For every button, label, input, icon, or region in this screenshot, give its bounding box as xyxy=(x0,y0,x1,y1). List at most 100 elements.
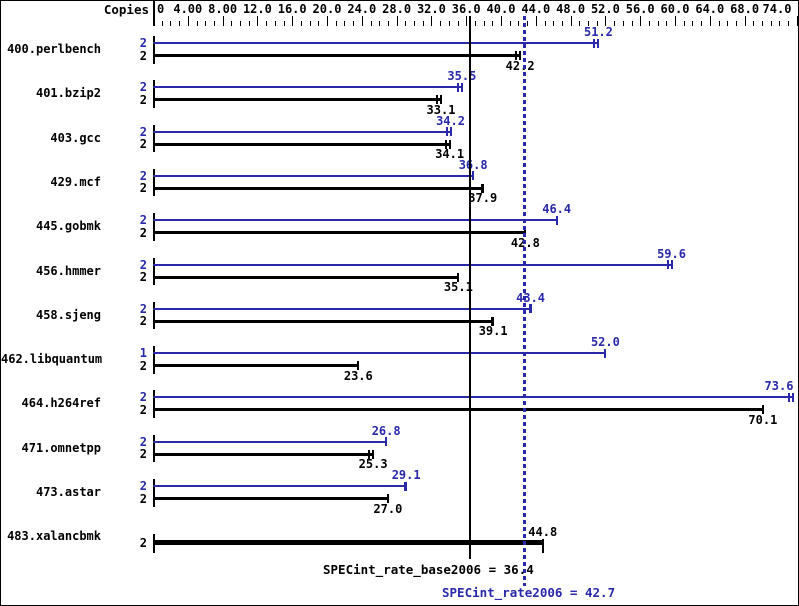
group-bracket xyxy=(153,213,155,241)
copies-value: 2 xyxy=(139,181,147,196)
minor-tick xyxy=(762,21,763,26)
bar-value-label: 70.1 xyxy=(748,412,778,427)
bar-end-tick xyxy=(792,392,795,402)
bar-end-tick xyxy=(357,361,360,371)
base-bar xyxy=(153,275,459,279)
major-tick xyxy=(501,16,502,26)
copies-value: 2 xyxy=(139,48,147,63)
minor-tick xyxy=(449,21,450,26)
minor-tick xyxy=(231,21,232,26)
group-bracket xyxy=(153,80,155,108)
major-tick xyxy=(675,16,676,26)
minor-tick xyxy=(197,21,198,26)
bar-end-tick xyxy=(445,127,448,137)
bar-value-label: 52.0 xyxy=(590,335,620,350)
axis-label: 36.0 xyxy=(451,2,481,16)
minor-tick xyxy=(371,21,372,26)
benchmark-label: 464.h264ref xyxy=(21,396,101,411)
minor-tick xyxy=(779,21,780,26)
base-bar xyxy=(153,186,483,190)
major-tick xyxy=(536,16,537,26)
benchmark-label: 403.gcc xyxy=(50,130,101,145)
minor-tick xyxy=(475,21,476,26)
axis-label: 8.00 xyxy=(208,2,238,16)
bar-end-tick xyxy=(519,51,522,60)
base-bar xyxy=(153,231,526,235)
bar-end-tick xyxy=(670,260,673,269)
peak-bar xyxy=(153,352,606,355)
major-tick xyxy=(223,16,224,26)
peak-bar xyxy=(153,86,462,89)
copies-value: 2 xyxy=(139,36,147,50)
copies-value: 2 xyxy=(139,257,147,272)
major-tick xyxy=(605,16,606,26)
bar-value-label: 43.4 xyxy=(516,290,546,305)
minor-tick xyxy=(458,21,459,26)
major-tick xyxy=(292,16,293,26)
minor-tick xyxy=(388,21,389,26)
peak-bar xyxy=(153,307,531,310)
axis-label: 64.0 xyxy=(695,2,725,16)
bar-end-tick xyxy=(439,95,442,105)
benchmark-label: 471.omnetpp xyxy=(21,440,101,455)
benchmark-label: 401.bzip2 xyxy=(35,86,101,101)
major-tick xyxy=(327,16,328,26)
group-bracket xyxy=(153,36,155,64)
minor-tick xyxy=(440,21,441,26)
bar-value-label: 51.2 xyxy=(583,25,613,39)
bar-end-tick xyxy=(456,82,459,92)
base-bar xyxy=(153,98,441,102)
copies-value: 2 xyxy=(139,535,147,550)
bar-end-tick xyxy=(597,38,600,48)
minor-tick xyxy=(249,21,250,26)
minor-tick xyxy=(692,21,693,26)
major-tick xyxy=(640,16,641,26)
bar-end-tick xyxy=(528,304,532,314)
copies-value: 2 xyxy=(139,137,147,152)
axis-label: 44.0 xyxy=(521,2,551,16)
copies-value: 2 xyxy=(139,390,147,405)
minor-tick xyxy=(666,21,667,26)
group-bracket xyxy=(153,346,155,374)
base-bar xyxy=(153,497,388,500)
minor-tick xyxy=(240,21,241,26)
bar-end-tick xyxy=(788,392,791,402)
minor-tick xyxy=(484,21,485,26)
copies-column-header: Copies xyxy=(103,2,149,17)
axis-label: 56.0 xyxy=(625,2,655,16)
bar-value-label: 23.6 xyxy=(343,368,373,383)
bar-end-tick xyxy=(448,139,451,149)
minor-tick xyxy=(719,21,720,26)
minor-tick xyxy=(405,21,406,26)
benchmark-label: 445.gobmk xyxy=(35,219,101,234)
copies-value: 2 xyxy=(139,479,147,493)
copies-value: 2 xyxy=(139,270,147,284)
bar-end-tick xyxy=(472,171,475,181)
bar-end-tick xyxy=(460,82,463,92)
minor-tick xyxy=(623,21,624,26)
major-tick xyxy=(362,16,363,26)
copies-value: 2 xyxy=(139,301,147,316)
minor-tick xyxy=(423,21,424,26)
base-bar xyxy=(153,319,494,323)
bar-value-label: 34.1 xyxy=(435,147,465,162)
peak-bar xyxy=(153,263,672,266)
peak-bar xyxy=(153,485,407,487)
group-bracket xyxy=(153,257,155,285)
copies-value: 2 xyxy=(139,491,147,506)
axis-label: 74.0 xyxy=(762,2,792,16)
axis-label: 0 xyxy=(157,2,165,16)
minor-tick xyxy=(649,21,650,26)
axis-label: 16.0 xyxy=(277,2,307,16)
minor-tick xyxy=(205,21,206,26)
axis-label: 40.0 xyxy=(486,2,516,16)
minor-tick xyxy=(788,21,789,26)
copies-value: 2 xyxy=(139,434,147,449)
peak-bar xyxy=(153,396,794,399)
base-reference-line xyxy=(468,16,471,559)
axis-label: 24.0 xyxy=(347,2,377,16)
axis-label: 60.0 xyxy=(660,2,690,16)
peak-summary-caption: SPECint_rate2006 = 42.7 xyxy=(442,585,616,600)
bar-end-tick xyxy=(368,449,371,459)
bar-end-tick xyxy=(385,437,388,447)
